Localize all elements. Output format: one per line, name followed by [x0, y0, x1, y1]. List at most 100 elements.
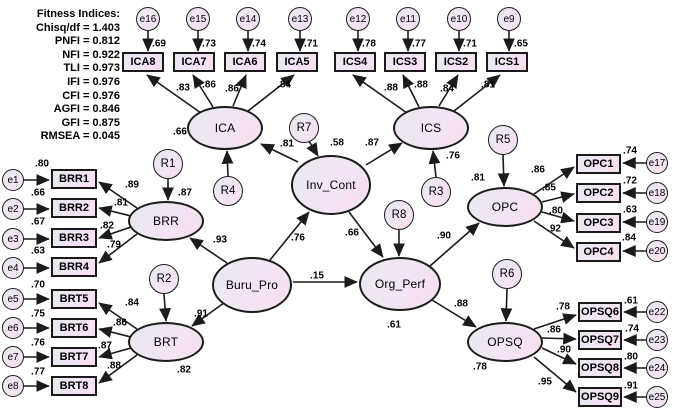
squared-multiple-correlation-label: .75	[31, 308, 45, 320]
path-arrow	[232, 74, 247, 107]
error-term-e18: e18	[646, 182, 668, 204]
fitness-index-line: PNFI = 0.812	[54, 35, 120, 48]
path-arrow	[533, 356, 577, 393]
latent-variable-inv_cont: Inv_Cont	[291, 155, 371, 215]
squared-multiple-correlation-label: .71	[463, 38, 477, 50]
indicator-opc2: OPC2	[576, 183, 621, 203]
squared-multiple-correlation-label: .81	[471, 172, 485, 184]
squared-multiple-correlation-label: .72	[623, 175, 637, 187]
squared-multiple-correlation-label: .77	[412, 38, 426, 50]
error-term-e5: e5	[2, 288, 24, 310]
latent-variable-ics: ICS	[393, 106, 469, 150]
path-arrow	[497, 154, 510, 187]
squared-multiple-correlation-label: .87	[178, 187, 192, 199]
path-coefficient-label: .88	[107, 360, 121, 372]
path-arrow	[428, 150, 441, 178]
fitness-index-line: NFI = 0.922	[62, 48, 120, 61]
path-coefficient-label: .91	[194, 308, 208, 320]
path-arrow	[500, 288, 513, 322]
fitness-index-line: CFI = 0.976	[62, 89, 120, 102]
path-coefficient-label: .85	[542, 182, 556, 194]
latent-variable-buru_pro: Buru_Pro	[212, 257, 292, 313]
error-term-e19: e19	[646, 211, 668, 233]
path-arrow	[192, 74, 214, 108]
residual-r1: R1	[153, 149, 183, 179]
path-arrow	[247, 74, 295, 112]
error-term-e24: e24	[646, 357, 668, 379]
error-term-e9: e9	[497, 7, 521, 31]
squared-multiple-correlation-label: .58	[330, 137, 344, 149]
residual-r2: R2	[149, 264, 179, 294]
indicator-brr4: BRR4	[51, 257, 97, 277]
path-arrow	[98, 326, 132, 338]
latent-variable-org_perf: Org_Perf	[359, 257, 441, 311]
error-term-e12: e12	[346, 7, 370, 31]
squared-multiple-correlation-label: .70	[31, 279, 45, 291]
squared-multiple-correlation-label: .65	[514, 38, 528, 50]
indicator-ics2: ICS2	[435, 52, 477, 72]
squared-multiple-correlation-label: .74	[623, 145, 637, 157]
path-coefficient-label: .86	[202, 79, 216, 91]
squared-multiple-correlation-label: .84	[622, 232, 636, 244]
path-coefficient-label: .88	[454, 298, 468, 310]
error-term-e6: e6	[2, 317, 24, 339]
path-arrow	[98, 302, 138, 330]
path-arrow	[541, 211, 575, 224]
path-coefficient-label: .86	[531, 164, 545, 176]
path-arrow	[541, 191, 575, 203]
path-coefficient-label: .90	[437, 230, 451, 242]
path-coefficient-label: .81	[114, 197, 128, 209]
residual-r4: R4	[213, 176, 243, 206]
error-term-e22: e22	[646, 301, 668, 323]
path-coefficient-label: .78	[556, 301, 570, 313]
path-coefficient-label: .84	[125, 297, 139, 309]
path-coefficient-label: .89	[125, 179, 139, 191]
indicator-ica7: ICA7	[173, 52, 215, 72]
squared-multiple-correlation-label: .67	[31, 216, 45, 228]
indicator-ics3: ICS3	[384, 52, 426, 72]
path-coefficient-label: .81	[481, 79, 495, 91]
squared-multiple-correlation-label: .61	[624, 295, 638, 307]
indicator-brt7: BRT7	[51, 347, 97, 367]
residual-r3: R3	[421, 177, 451, 207]
error-term-e1: e1	[2, 169, 24, 191]
error-term-e11: e11	[396, 7, 420, 31]
squared-multiple-correlation-label: .78	[473, 361, 487, 373]
latent-variable-brt: BRT	[128, 322, 204, 362]
squared-multiple-correlation-label: .69	[152, 38, 166, 50]
squared-multiple-correlation-label: .80	[35, 158, 49, 170]
indicator-brr3: BRR3	[51, 228, 97, 248]
squared-multiple-correlation-label: .74	[252, 38, 266, 50]
indicator-opc4: OPC4	[576, 242, 621, 262]
path-coefficient-label: .88	[414, 79, 428, 91]
path-arrow	[306, 140, 319, 157]
error-term-e2: e2	[2, 198, 24, 220]
indicator-ica6: ICA6	[224, 52, 266, 72]
path-coefficient-label: .88	[384, 82, 398, 94]
squared-multiple-correlation-label: .63	[31, 245, 45, 257]
path-coefficient-label: .93	[213, 234, 227, 246]
path-coefficient-label: .76	[291, 232, 305, 244]
error-term-e15: e15	[186, 7, 210, 31]
error-term-e23: e23	[646, 329, 668, 351]
error-term-e16: e16	[136, 7, 160, 31]
indicator-brt6: BRT6	[51, 318, 97, 338]
indicator-ica5: ICA5	[276, 52, 318, 72]
fitness-index-line: Chisq/df = 1.403	[35, 21, 120, 34]
indicator-opsq8: OPSQ8	[578, 358, 622, 378]
indicator-ics4: ICS4	[334, 52, 376, 72]
fitness-indices-panel: Fitness Indices: Chisq/df = 1.403 PNFI = …	[4, 8, 120, 144]
error-term-e8: e8	[2, 375, 24, 397]
path-arrow	[533, 220, 575, 249]
indicator-opc3: OPC3	[576, 213, 621, 233]
error-term-e14: e14	[236, 7, 260, 31]
fitness-index-line: AGFI = 0.846	[53, 103, 120, 116]
path-arrow	[533, 166, 575, 195]
fitness-index-line: RMSEA = 0.045	[40, 130, 120, 143]
path-coefficient-label: .86	[547, 324, 561, 336]
squared-multiple-correlation-label: .63	[623, 204, 637, 216]
squared-multiple-correlation-label: .77	[31, 366, 45, 378]
path-arrow	[352, 74, 408, 114]
path-arrow	[402, 74, 420, 108]
